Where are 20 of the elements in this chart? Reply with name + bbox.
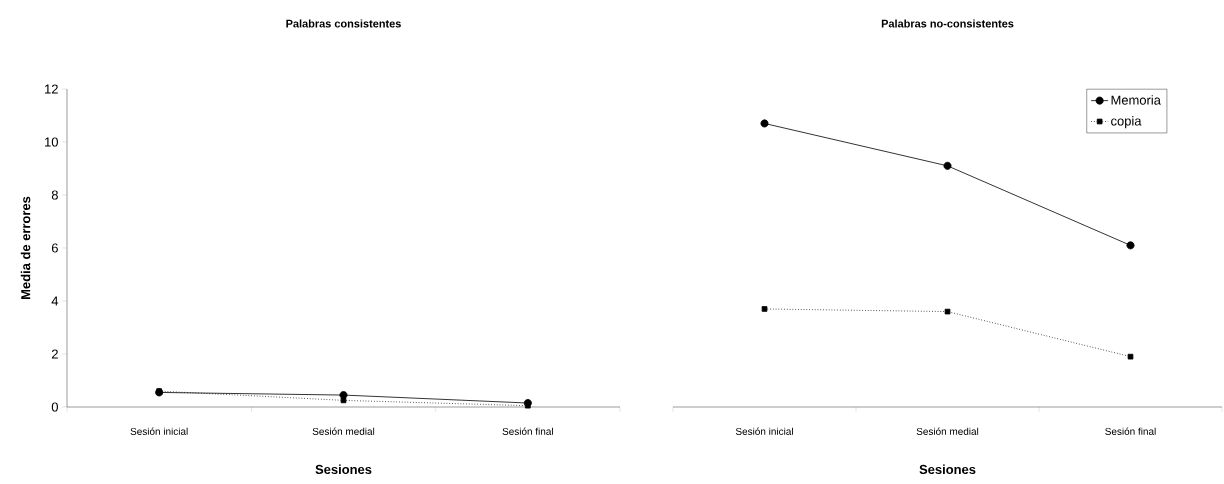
legend-label: copia [1111, 116, 1142, 129]
x-tick-label: Sesión final [1105, 427, 1156, 435]
x-tick-label: Sesión medial [312, 427, 375, 435]
y-tick-label: 2 [51, 349, 58, 359]
y-tick-label: 12 [45, 84, 58, 94]
x-axis-title: Sesiones [315, 464, 372, 475]
y-tick-label: 8 [51, 190, 58, 200]
y-tick-label: 4 [51, 296, 59, 306]
x-tick-label: Sesión medial [916, 427, 979, 435]
x-tick-label: Sesión inicial [735, 427, 793, 435]
y-tick-label: 10 [45, 137, 58, 147]
x-tick-label: Sesión final [502, 427, 553, 435]
x-tick-label: Sesión inicial [130, 427, 188, 435]
x-axis-title: Sesiones [919, 464, 976, 475]
y-tick-label: 6 [51, 243, 58, 253]
y-tick-label: 0 [51, 402, 58, 412]
chart-title: Palabras no-consistentes [881, 19, 1014, 28]
chart-title: Palabras consistentes [286, 19, 401, 28]
y-axis-title: Media de errores [20, 196, 31, 299]
legend-label: Memoria [1111, 95, 1161, 105]
